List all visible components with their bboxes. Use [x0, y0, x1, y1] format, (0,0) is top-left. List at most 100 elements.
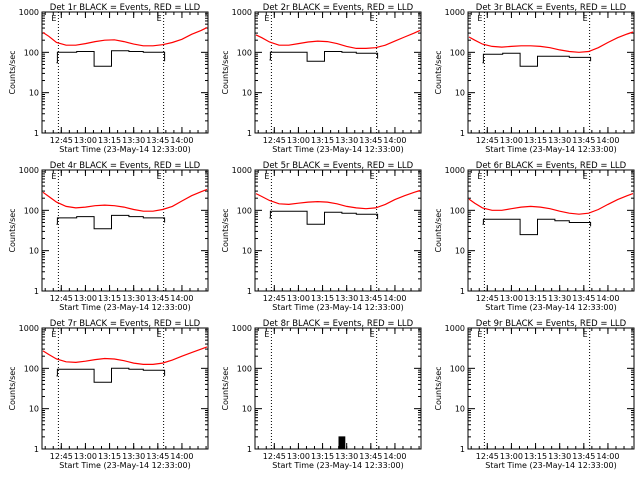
eclipse-marker: E [583, 14, 588, 23]
events-series-line [56, 367, 166, 383]
y-tick-label: 1 [247, 287, 252, 296]
y-axis-label: Counts/sec [8, 366, 17, 410]
x-tick-label: 14:00 [596, 452, 619, 461]
x-tick-label: 13:00 [500, 452, 523, 461]
x-tick-label: 13:00 [500, 294, 523, 303]
x-tick-label: 13:15 [98, 136, 121, 145]
x-tick-label: 13:15 [311, 452, 334, 461]
x-axis-label: Start Time (23-May-14 12:33:00) [59, 303, 190, 312]
y-tick-label: 1000 [445, 8, 465, 17]
plot-frame [467, 169, 635, 292]
lld-series-line [255, 29, 421, 49]
x-tick-label: 13:15 [524, 452, 547, 461]
x-tick-label: 13:15 [98, 452, 121, 461]
plot-frame [467, 11, 635, 134]
x-axis-label: Start Time (23-May-14 12:33:00) [59, 461, 190, 470]
y-tick-label: 100 [237, 364, 252, 373]
y-tick-label: 10 [242, 405, 252, 414]
y-tick-label: 10 [242, 247, 252, 256]
events-series-line [482, 52, 592, 67]
events-series-line [338, 436, 346, 449]
plot-frame [254, 327, 422, 450]
y-tick-label: 100 [237, 206, 252, 215]
y-tick-label: 1 [247, 129, 252, 138]
panel-title: Det 6r BLACK = Events, RED = LLD [476, 161, 627, 171]
x-tick-label: 12:45 [263, 294, 286, 303]
eclipse-marker: E [157, 330, 162, 339]
y-tick-label: 1000 [232, 8, 252, 17]
x-axis-label: Start Time (23-May-14 12:33:00) [485, 303, 616, 312]
panel-title: Det 4r BLACK = Events, RED = LLD [50, 161, 201, 171]
x-tick-label: 14:00 [170, 452, 193, 461]
events-series-line [269, 210, 379, 225]
eclipse-marker: E [157, 14, 162, 23]
eclipse-marker: E [51, 330, 56, 339]
x-tick-label: 12:45 [476, 452, 499, 461]
x-tick-label: 13:30 [548, 136, 571, 145]
x-tick-label: 13:45 [146, 294, 169, 303]
lld-series-line [42, 346, 208, 365]
eclipse-marker: E [264, 172, 269, 181]
panel-title: Det 2r BLACK = Events, RED = LLD [263, 3, 414, 13]
panel-title: Det 9r BLACK = Events, RED = LLD [476, 319, 627, 329]
panel-8: Det 8r BLACK = Events, RED = LLD 1 10 100 10… [221, 319, 422, 470]
y-tick-label: 1 [34, 129, 39, 138]
y-tick-label: 1 [247, 445, 252, 454]
x-tick-label: 13:45 [572, 294, 595, 303]
y-tick-label: 10 [455, 405, 465, 414]
x-tick-label: 13:30 [548, 452, 571, 461]
panel-5: Det 5r BLACK = Events, RED = LLD 1 10 100 10… [221, 161, 422, 312]
x-tick-label: 13:45 [359, 294, 382, 303]
eclipse-marker: E [583, 172, 588, 181]
plot-frame [467, 327, 635, 450]
eclipse-marker: E [264, 330, 269, 339]
eclipse-marker: E [157, 172, 162, 181]
panel-6: Det 6r BLACK = Events, RED = LLD 1 10 100 10… [434, 161, 635, 312]
eclipse-marker: E [477, 330, 482, 339]
y-tick-label: 1000 [19, 324, 39, 333]
events-series-line [482, 218, 592, 236]
x-tick-label: 14:00 [170, 294, 193, 303]
y-tick-label: 1000 [445, 166, 465, 175]
y-tick-label: 1000 [19, 8, 39, 17]
panel-3: Det 3r BLACK = Events, RED = LLD 1 10 100 10… [434, 3, 635, 154]
y-axis-label: Counts/sec [221, 208, 230, 252]
x-tick-label: 13:15 [524, 136, 547, 145]
eclipse-marker: E [264, 14, 269, 23]
eclipse-marker: E [370, 172, 375, 181]
lld-series-line [42, 188, 208, 212]
y-tick-label: 1000 [232, 324, 252, 333]
panel-1: Det 1r BLACK = Events, RED = LLD 1 10 100 10… [8, 3, 209, 154]
x-tick-label: 13:45 [146, 452, 169, 461]
lld-series-line [255, 189, 421, 210]
y-tick-label: 100 [450, 206, 465, 215]
y-tick-label: 1000 [232, 166, 252, 175]
x-tick-label: 13:30 [122, 452, 145, 461]
x-tick-label: 12:45 [50, 452, 73, 461]
eclipse-marker: E [51, 14, 56, 23]
x-tick-label: 13:30 [335, 294, 358, 303]
y-tick-label: 100 [237, 48, 252, 57]
x-tick-label: 13:00 [287, 452, 310, 461]
x-axis-label: Start Time (23-May-14 12:33:00) [272, 303, 403, 312]
y-tick-label: 1000 [445, 324, 465, 333]
y-tick-label: 1 [460, 287, 465, 296]
y-tick-label: 1 [34, 445, 39, 454]
plot-frame [254, 11, 422, 134]
x-tick-label: 13:30 [122, 294, 145, 303]
y-tick-label: 1 [460, 129, 465, 138]
y-axis-label: Counts/sec [221, 50, 230, 94]
y-tick-label: 1 [460, 445, 465, 454]
x-tick-label: 14:00 [596, 294, 619, 303]
y-tick-label: 100 [24, 48, 39, 57]
x-tick-label: 13:00 [500, 136, 523, 145]
panel-title: Det 5r BLACK = Events, RED = LLD [263, 161, 414, 171]
x-tick-label: 14:00 [170, 136, 193, 145]
panel-4: Det 4r BLACK = Events, RED = LLD 1 10 100 10… [8, 161, 209, 312]
y-axis-label: Counts/sec [434, 208, 443, 252]
x-tick-label: 13:00 [74, 136, 97, 145]
x-tick-label: 13:30 [548, 294, 571, 303]
eclipse-marker: E [370, 14, 375, 23]
x-tick-label: 13:45 [146, 136, 169, 145]
plot-frame [41, 327, 209, 450]
